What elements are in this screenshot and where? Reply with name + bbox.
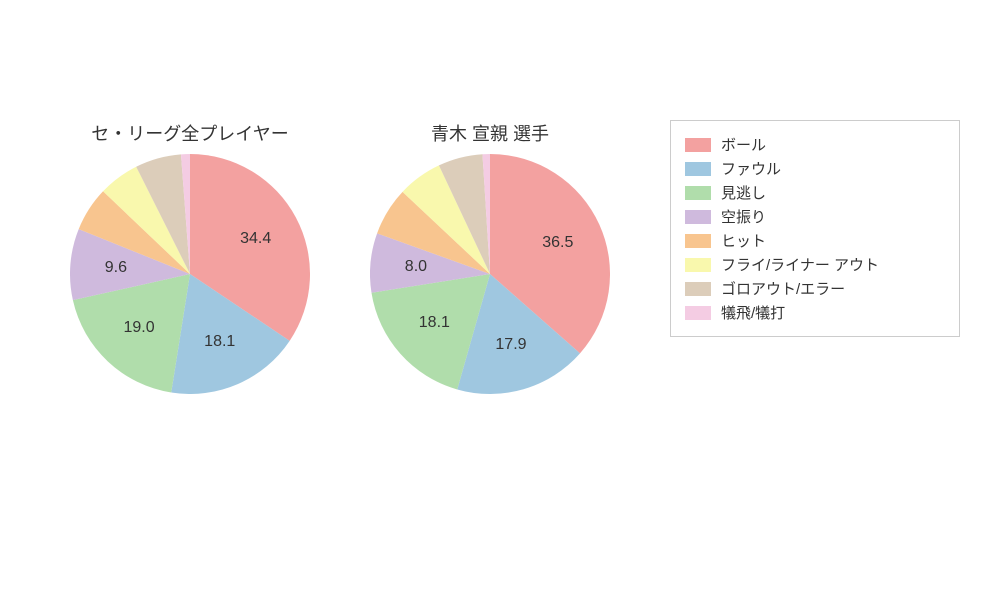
legend-item: フライ/ライナー アウト: [685, 254, 945, 275]
chart-title: 青木 宣親 選手: [370, 120, 610, 146]
legend-label: ゴロアウト/エラー: [721, 278, 845, 299]
legend-item: ゴロアウト/エラー: [685, 278, 945, 299]
legend-label: ヒット: [721, 230, 766, 251]
slice-label: 36.5: [542, 234, 573, 252]
slice-label: 8.0: [405, 258, 427, 276]
pie-holder: 36.5 17.9 18.1 8.0: [370, 154, 610, 394]
legend-item: ファウル: [685, 158, 945, 179]
legend-label: 犠飛/犠打: [721, 302, 785, 323]
pie-holder: 34.4 18.1 19.0 9.6: [70, 154, 310, 394]
legend-swatch: [685, 282, 711, 296]
legend-item: 犠飛/犠打: [685, 302, 945, 323]
legend: ボールファウル見逃し空振りヒットフライ/ライナー アウトゴロアウト/エラー犠飛/…: [670, 120, 960, 337]
chart-container: セ・リーグ全プレイヤー 34.4 18.1 19.0 9.6 青木 宣親 選手 36.5 17…: [0, 0, 1000, 600]
legend-swatch: [685, 234, 711, 248]
slice-label: 17.9: [495, 336, 526, 354]
legend-item: ヒット: [685, 230, 945, 251]
legend-swatch: [685, 258, 711, 272]
legend-swatch: [685, 186, 711, 200]
legend-item: ボール: [685, 134, 945, 155]
legend-label: 見逃し: [721, 182, 766, 203]
legend-item: 見逃し: [685, 182, 945, 203]
pie-chart-right: 青木 宣親 選手 36.5 17.9 18.1 8.0: [370, 120, 610, 399]
slice-label: 18.1: [204, 333, 235, 351]
legend-swatch: [685, 162, 711, 176]
legend-label: 空振り: [721, 206, 766, 227]
legend-swatch: [685, 210, 711, 224]
slice-label: 18.1: [419, 314, 450, 332]
legend-label: ファウル: [721, 158, 781, 179]
legend-label: フライ/ライナー アウト: [721, 254, 879, 275]
legend-swatch: [685, 306, 711, 320]
legend-item: 空振り: [685, 206, 945, 227]
legend-label: ボール: [721, 134, 766, 155]
slice-label: 9.6: [105, 259, 127, 277]
slice-label: 19.0: [123, 319, 154, 337]
chart-title: セ・リーグ全プレイヤー: [70, 120, 310, 146]
legend-swatch: [685, 138, 711, 152]
slice-label: 34.4: [240, 230, 271, 248]
pie-chart-left: セ・リーグ全プレイヤー 34.4 18.1 19.0 9.6: [70, 120, 310, 399]
